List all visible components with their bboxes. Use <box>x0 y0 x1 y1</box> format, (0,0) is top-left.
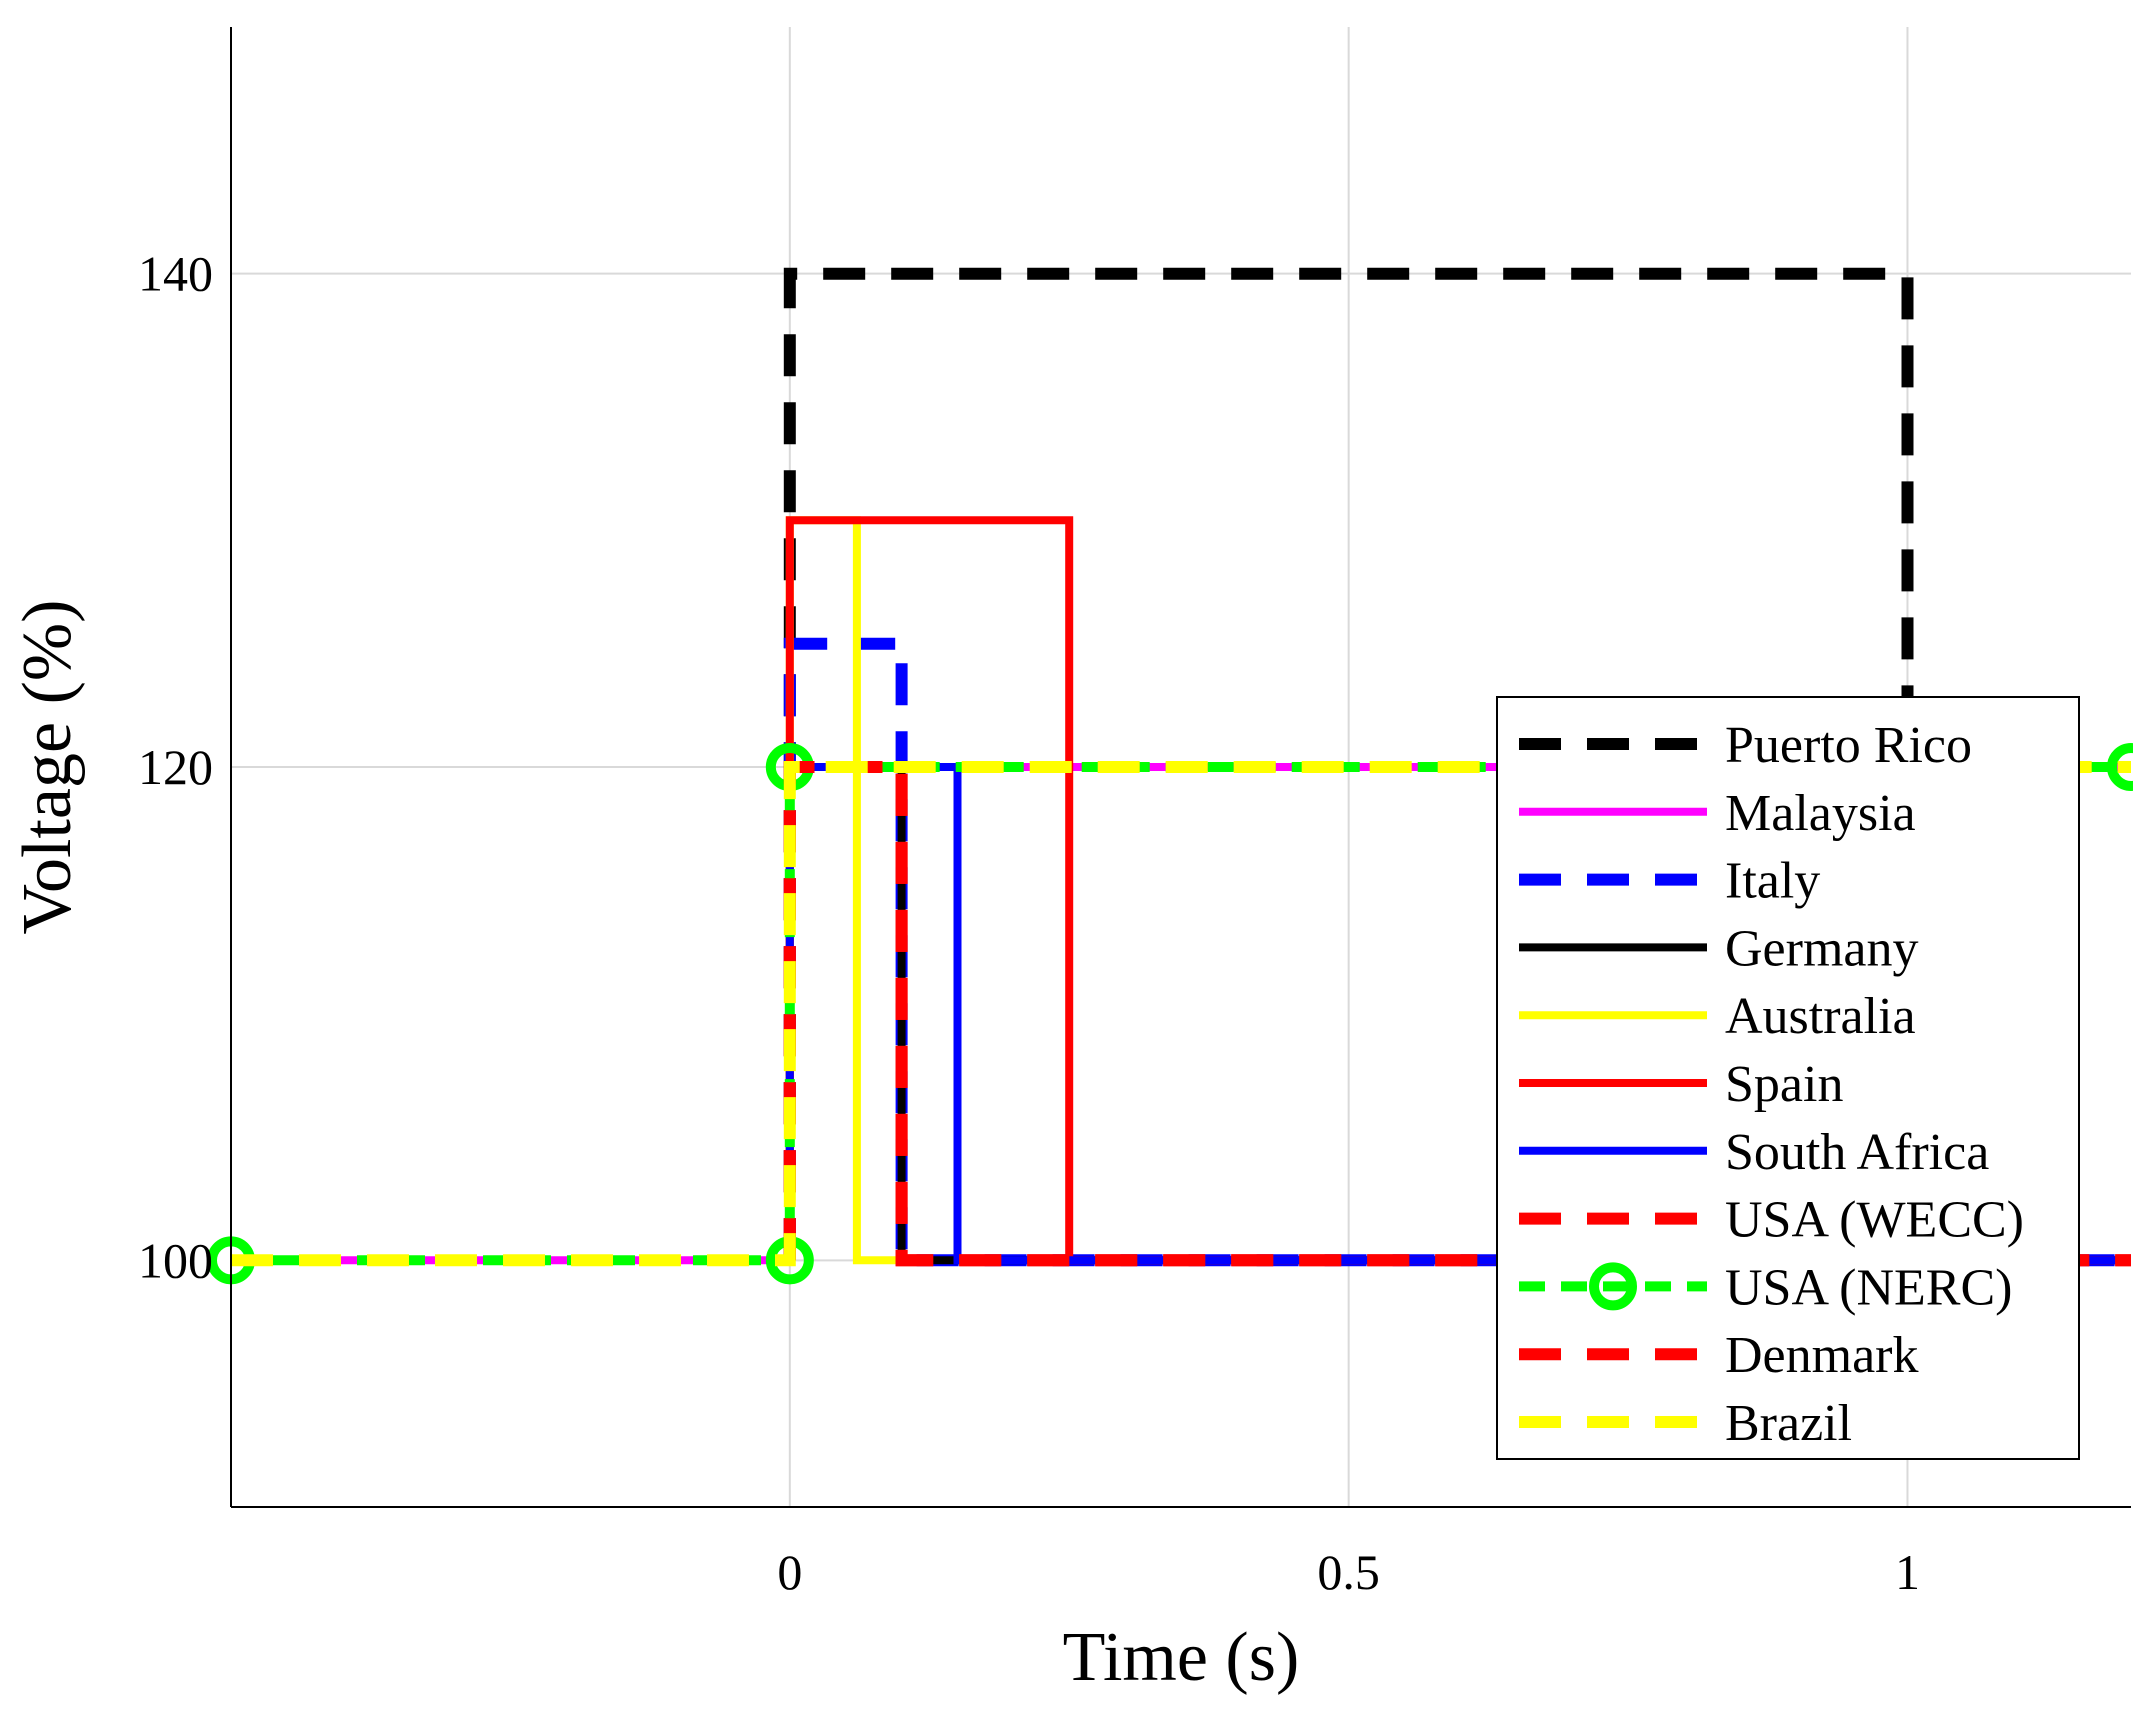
legend-label-0: Puerto Rico <box>1725 717 1972 774</box>
legend-label-7: USA (WECC) <box>1725 1192 2024 1249</box>
series-line-10 <box>231 761 2131 1267</box>
legend-label-10: Brazil <box>1725 1395 1852 1452</box>
series-marker-8-3 <box>2107 743 2133 791</box>
y-tick-label-0: 100 <box>138 1232 213 1288</box>
legend-label-4: Australia <box>1725 988 1916 1045</box>
x-tick-label-2: 1 <box>1895 1544 1920 1600</box>
legend-label-1: Malaysia <box>1725 785 1916 842</box>
series-layer <box>207 267 2133 1285</box>
tick-labels: 0 0.5 1 100 120 140 <box>138 246 1920 1600</box>
y-axis-title: Voltage (%) <box>9 600 86 935</box>
legend-box <box>1496 696 2080 1460</box>
legend-marker-8 <box>1589 1262 1637 1311</box>
legend-label-5: Spain <box>1725 1056 1843 1113</box>
legend-label-9: Denmark <box>1725 1327 1918 1384</box>
x-tick-label-1: 0.5 <box>1317 1544 1380 1600</box>
y-tick-label-1: 120 <box>138 739 213 795</box>
legend-label-8: USA (NERC) <box>1725 1259 2012 1316</box>
legend-label-2: Italy <box>1725 853 1820 910</box>
y-tick-label-2: 140 <box>138 246 213 302</box>
legend: Puerto Rico Malaysia Italy Germany Australia… <box>1496 696 2080 1460</box>
legend-label-6: South Africa <box>1725 1124 1989 1181</box>
axes <box>230 27 2131 1508</box>
series-line-9 <box>783 761 2131 1267</box>
x-axis-title: Time (s) <box>1063 1619 1300 1696</box>
legend-label-3: Germany <box>1725 920 1918 977</box>
x-tick-label-0: 0 <box>777 1544 802 1600</box>
